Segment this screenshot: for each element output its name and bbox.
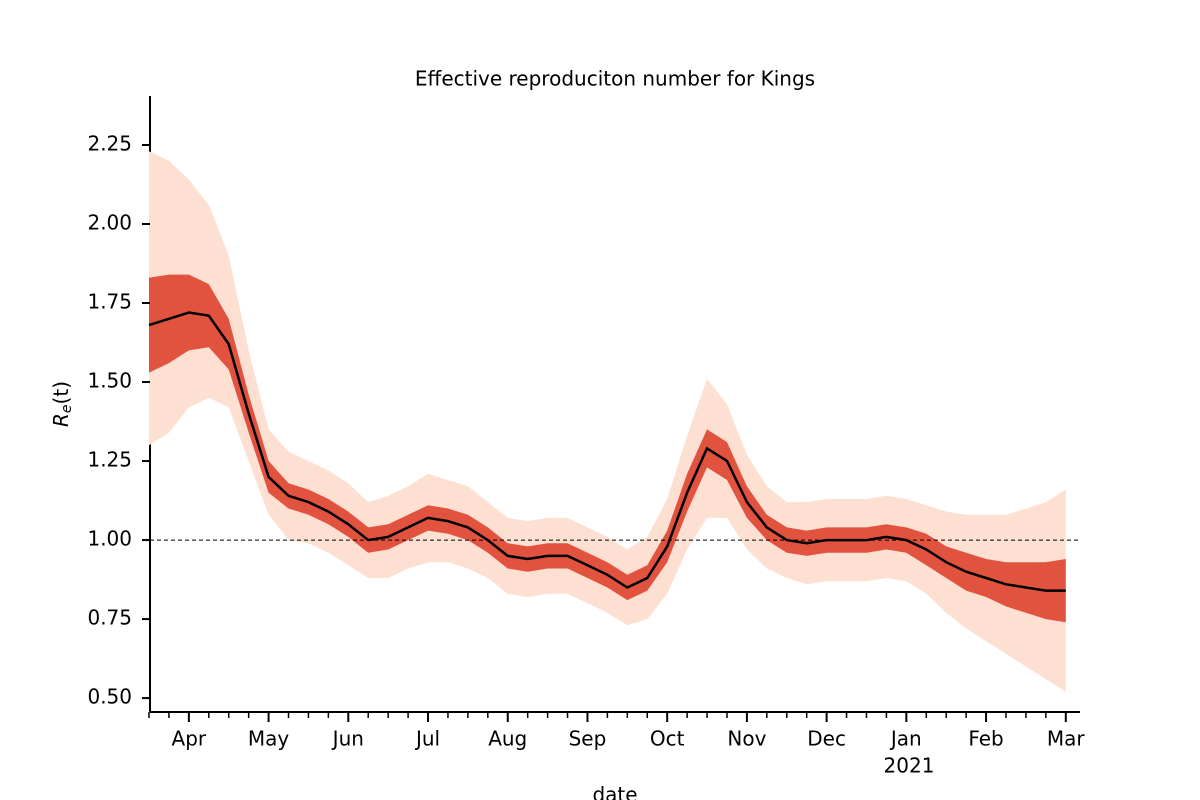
x-tick-label: Dec — [807, 727, 846, 751]
y-tick-label: 0.75 — [87, 606, 132, 630]
y-tick-label: 2.00 — [87, 211, 132, 235]
x-tick-label: Oct — [650, 727, 685, 751]
y-label-rest: (t) — [49, 381, 73, 404]
y-label-sub: e — [59, 404, 75, 413]
x-tick-label: Apr — [172, 727, 207, 751]
uncertainty-band — [149, 274, 1066, 623]
x-axis-label: date — [592, 783, 637, 800]
y-axis-label: Re(t) — [49, 381, 76, 427]
median-line — [148, 311, 1066, 592]
x-tick-label: Aug — [488, 727, 527, 751]
y-label-main: R — [49, 413, 73, 427]
year-label: 2021 — [884, 754, 935, 778]
chart-title: Effective reproduciton number for Kings — [415, 67, 815, 91]
x-tick-label: Nov — [727, 727, 766, 751]
y-tick-label: 1.25 — [87, 448, 132, 472]
y-tick-label: 2.25 — [87, 131, 132, 155]
x-tick-label: Mar — [1047, 727, 1086, 751]
x-tick-label: Sep — [569, 727, 607, 751]
x-tick-label: Jul — [414, 727, 440, 751]
x-tick-label: Jan — [889, 727, 922, 751]
x-tick-label: May — [248, 727, 290, 751]
y-tick-label: 1.75 — [87, 290, 132, 314]
y-tick-label: 1.00 — [87, 527, 132, 551]
y-tick-label: 0.50 — [87, 685, 132, 709]
uncertainty-band — [149, 151, 1066, 692]
x-tick-label: Jun — [331, 727, 364, 751]
x-tick-label: Feb — [968, 727, 1003, 751]
y-tick-label: 1.50 — [87, 369, 132, 393]
